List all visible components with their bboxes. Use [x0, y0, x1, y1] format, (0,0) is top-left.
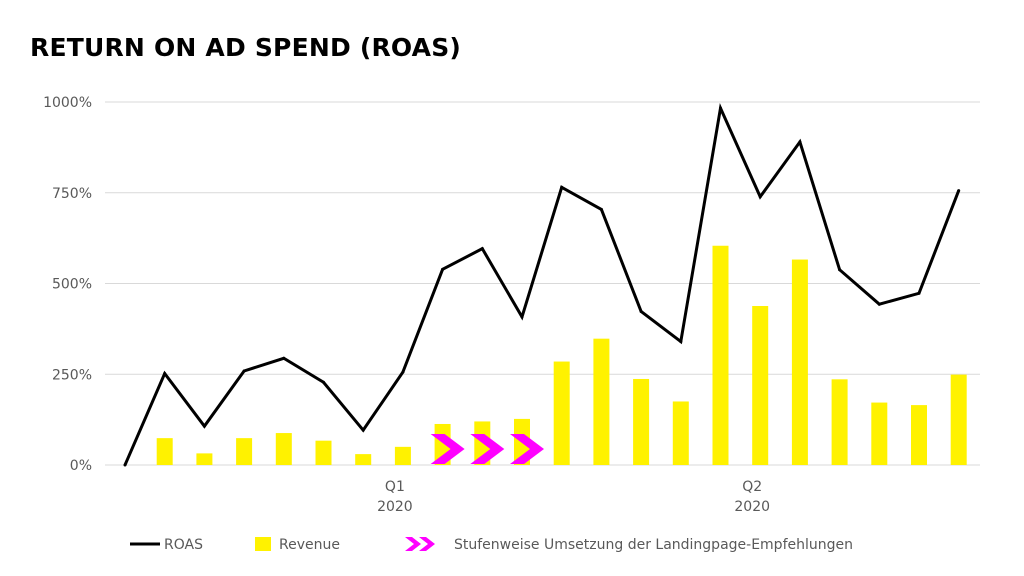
roas-line	[123, 103, 961, 466]
revenue-bar-18	[831, 379, 848, 465]
roas-point-14	[679, 340, 683, 344]
y-tick-label-0: 0%	[70, 458, 92, 474]
roas-point-19	[877, 302, 881, 306]
legend-label-1: Revenue	[279, 537, 340, 553]
roas-point-9	[480, 247, 484, 251]
x-group-year-0: 2020	[377, 499, 413, 515]
legend-label-2: Stufenweise Umsetzung der Landingpage-Em…	[454, 537, 853, 553]
revenue-bar-3	[236, 438, 253, 465]
revenue-bars	[156, 245, 967, 465]
landingpage-chevrons	[430, 434, 544, 464]
roas-point-17	[798, 140, 802, 144]
legend-label-0: ROAS	[164, 537, 203, 553]
grid-layer	[105, 101, 980, 466]
roas-point-20	[917, 291, 921, 295]
legend-swatch-chevron-2	[419, 537, 435, 551]
chart-title: RETURN ON AD SPEND (ROAS)	[30, 33, 462, 62]
y-tick-label-500: 500%	[52, 277, 92, 293]
legend-swatch-revenue	[255, 537, 271, 551]
revenue-bar-2	[196, 453, 213, 465]
legend: ROAS Revenue Stufenweise Umsetzung der Lan…	[130, 537, 853, 553]
y-tick-label-1000: 1000%	[43, 95, 92, 111]
revenue-bar-11	[553, 361, 570, 465]
revenue-bar-15	[712, 245, 729, 465]
chevron-mark-10	[510, 434, 544, 464]
revenue-bar-5	[315, 440, 332, 465]
x-group-year-1: 2020	[734, 499, 770, 515]
revenue-bar-13	[633, 378, 650, 465]
y-tick-label-250: 250%	[52, 367, 92, 383]
roas-point-16	[758, 195, 762, 199]
revenue-bar-1	[156, 438, 173, 465]
legend-swatch-chevron-1	[405, 537, 421, 551]
y-tick-label-750: 750%	[52, 186, 92, 202]
roas-point-12	[599, 207, 603, 211]
roas-point-18	[838, 268, 842, 272]
revenue-bar-4	[275, 433, 292, 465]
x-axis-labels: Q1 2020 Q2 2020	[377, 479, 770, 515]
chevron-mark-8	[430, 434, 465, 464]
roas-point-15	[719, 106, 722, 110]
roas-point-21	[957, 189, 961, 193]
roas-point-2	[202, 424, 206, 428]
revenue-bar-17	[791, 259, 808, 465]
chevron-mark-9	[470, 434, 505, 464]
revenue-bar-6	[355, 454, 372, 465]
roas-point-6	[361, 428, 365, 432]
x-group-label-0: Q1	[385, 479, 405, 495]
revenue-bar-7	[394, 446, 411, 465]
y-axis-ticks: 0% 250% 500% 750% 1000%	[43, 95, 92, 474]
revenue-bar-21	[950, 374, 967, 465]
roas-point-1	[163, 372, 167, 376]
roas-point-13	[639, 309, 643, 313]
roas-point-4	[282, 356, 286, 360]
roas-point-10	[520, 315, 524, 319]
revenue-bar-14	[672, 401, 689, 465]
revenue-bar-16	[752, 306, 769, 465]
roas-line-layer	[123, 103, 961, 467]
roas-point-8	[441, 267, 445, 271]
revenue-bar-20	[911, 405, 927, 465]
roas-point-0	[123, 463, 127, 467]
roas-point-3	[242, 369, 246, 373]
revenue-bar-12	[593, 338, 610, 465]
roas-point-7	[401, 370, 405, 374]
revenue-bar-19	[871, 402, 888, 465]
roas-point-11	[560, 185, 564, 189]
roas-point-5	[322, 380, 325, 384]
x-group-label-1: Q2	[742, 479, 762, 495]
